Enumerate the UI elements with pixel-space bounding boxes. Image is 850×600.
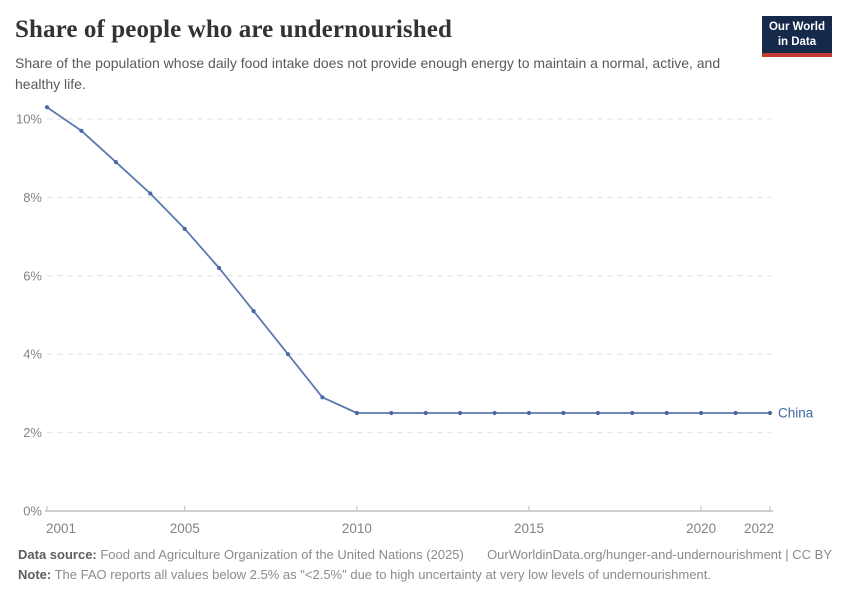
owid-logo-line1: Our World	[768, 21, 825, 33]
data-point[interactable]	[251, 309, 256, 314]
data-point[interactable]	[320, 395, 325, 400]
data-point[interactable]	[79, 128, 84, 133]
data-point[interactable]	[458, 410, 463, 416]
y-axis-tick-label: 8%	[23, 190, 42, 205]
chart-subtitle: Share of the population whose daily food…	[15, 55, 721, 92]
owid-logo-line2: in Data	[777, 35, 817, 48]
data-point[interactable]	[44, 105, 50, 110]
footer-separator: |	[781, 547, 793, 562]
note-text: The FAO reports all values below 2.5% as…	[51, 567, 711, 582]
citation-line: OurWorldinData.org/hunger-and-undernouri…	[487, 547, 832, 562]
data-point[interactable]	[148, 191, 153, 196]
y-axis-tick-label: 0%	[23, 504, 42, 519]
data-point[interactable]	[630, 410, 635, 416]
data-point[interactable]	[182, 226, 187, 231]
data-point[interactable]	[767, 410, 773, 416]
data-point[interactable]	[561, 410, 566, 416]
y-axis-tick-label: 4%	[23, 347, 42, 362]
x-axis-tick-label: 2010	[342, 521, 372, 536]
data-point[interactable]	[526, 410, 532, 416]
data-point[interactable]	[664, 410, 669, 416]
data-point[interactable]	[285, 352, 291, 357]
x-axis-tick-label: 2015	[514, 521, 544, 536]
x-axis-tick-label: 2005	[170, 521, 200, 536]
x-axis-tick-label: 2001	[46, 521, 76, 536]
chart-footer: Data source: Food and Agriculture Organi…	[18, 547, 832, 582]
y-axis-tick-label: 10%	[16, 112, 42, 127]
chart-title: Share of people who are undernourished	[15, 16, 452, 43]
data-point[interactable]	[354, 410, 359, 416]
owid-logo[interactable]: Our World in Data	[761, 16, 832, 57]
note-line: Note: The FAO reports all values below 2…	[18, 567, 832, 582]
data-source-line: Data source: Food and Agriculture Organi…	[18, 547, 464, 562]
data-point[interactable]	[733, 410, 738, 416]
y-axis-tick-label: 2%	[23, 425, 42, 440]
chart-header: Share of people who are undernourished S…	[15, 16, 760, 95]
y-axis-tick-label: 6%	[23, 268, 42, 283]
data-point[interactable]	[217, 265, 222, 271]
data-source-text: Food and Agriculture Organization of the…	[96, 547, 464, 562]
line-chart-canvas: 0% 2% 4% 6% 8% 10% 2001 2005 2010 2015 2020 2022 Chi…	[16, 105, 814, 536]
owid-url-link[interactable]: OurWorldinData.org/hunger-and-undernouri…	[487, 547, 782, 562]
x-axis-tick-label: 2022	[744, 521, 774, 536]
note-label: Note:	[18, 567, 52, 582]
data-point[interactable]	[389, 410, 394, 416]
data-point[interactable]	[113, 160, 118, 165]
china-trend-line[interactable]	[46, 106, 771, 414]
data-point[interactable]	[699, 410, 704, 416]
data-point[interactable]	[423, 410, 428, 416]
data-point[interactable]	[492, 410, 497, 416]
data-source-label: Data source:	[18, 547, 97, 562]
series-label-china[interactable]: China	[778, 406, 814, 421]
x-axis-tick-label: 2020	[686, 521, 716, 536]
data-point[interactable]	[595, 410, 601, 416]
license-link[interactable]: CC BY	[792, 547, 832, 562]
